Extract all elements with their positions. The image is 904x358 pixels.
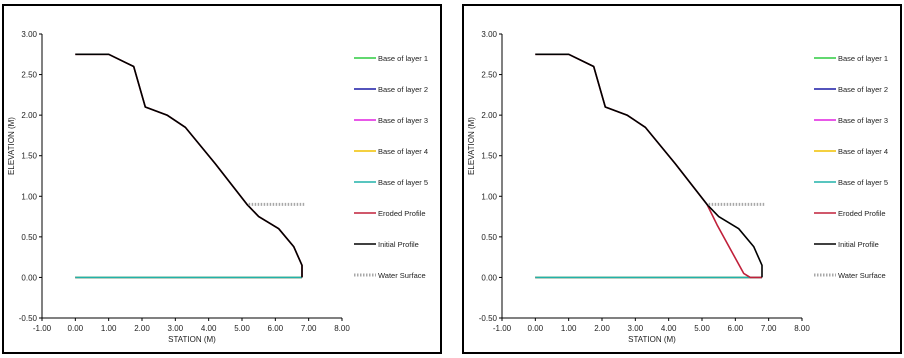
x-tick-label: 6.00 (728, 324, 744, 333)
y-axis-title: ELEVATION (M) (7, 117, 16, 175)
x-tick-label: 1.00 (101, 324, 117, 333)
legend-label: Base of layer 2 (838, 85, 888, 94)
y-tick-label: 2.00 (481, 111, 497, 120)
legend-label: Base of layer 4 (378, 147, 428, 156)
x-tick-label: -1.00 (493, 324, 512, 333)
y-axis-title: ELEVATION (M) (467, 117, 476, 175)
x-tick-label: 2.00 (134, 324, 150, 333)
y-tick-label: 0.00 (21, 273, 37, 282)
legend-label: Water Surface (378, 271, 426, 280)
chart-panel-left: 3.00 2.50 2.00 1.50 1.00 0.50 0.00 -0.50 -1.00 0.… (2, 4, 442, 354)
x-tick-label: 0.00 (528, 324, 544, 333)
legend-label: Eroded Profile (378, 209, 426, 218)
chart-panel-right: 3.00 2.50 2.00 1.50 1.00 0.50 0.00 -0.50 -1.00 0.… (462, 4, 902, 354)
x-tick-label: 5.00 (234, 324, 250, 333)
x-tick-label: 7.00 (761, 324, 777, 333)
legend-label: Eroded Profile (838, 209, 886, 218)
y-tick-label: -0.50 (479, 314, 498, 323)
y-tick-label: 2.50 (21, 71, 37, 80)
legend-label: Base of layer 2 (378, 85, 428, 94)
legend-label: Base of layer 1 (378, 54, 428, 63)
x-tick-label: 0.00 (68, 324, 84, 333)
legend-label: Initial Profile (838, 240, 879, 249)
x-axis-title: STATION (M) (628, 335, 676, 344)
series-line-eroded-profile (75, 53, 303, 278)
legend-label: Base of layer 4 (838, 147, 888, 156)
x-tick-label: 3.00 (628, 324, 644, 333)
y-tick-label: 3.00 (481, 30, 497, 39)
y-tick-label: 0.00 (481, 273, 497, 282)
legend-label: Base of layer 5 (378, 178, 428, 187)
x-tick-label: 2.00 (594, 324, 610, 333)
y-tick-label: 3.00 (21, 30, 37, 39)
y-tick-label: 2.50 (481, 71, 497, 80)
x-tick-label: 1.00 (561, 324, 577, 333)
profile-chart-left: 3.00 2.50 2.00 1.50 1.00 0.50 0.00 -0.50-1.00 0.… (7, 30, 428, 344)
legend-label: Base of layer 5 (838, 178, 888, 187)
x-tick-label: 4.00 (661, 324, 677, 333)
series-line-eroded-profile (535, 53, 762, 279)
y-tick-label: -0.50 (19, 314, 38, 323)
y-tick-label: 2.00 (21, 111, 37, 120)
legend-label: Water Surface (838, 271, 886, 280)
legend-label: Initial Profile (378, 240, 419, 249)
y-tick-label: 1.00 (21, 192, 37, 201)
series-line-initial-profile (75, 53, 303, 278)
x-tick-label: 5.00 (694, 324, 710, 333)
x-tick-label: 8.00 (794, 324, 810, 333)
profile-chart-right: 3.00 2.50 2.00 1.50 1.00 0.50 0.00 -0.50-1.00 0.… (467, 30, 888, 344)
y-tick-label: 0.50 (481, 233, 497, 242)
x-tick-label: 7.00 (301, 324, 317, 333)
y-tick-label: 1.50 (481, 152, 497, 161)
x-tick-label: 3.00 (168, 324, 184, 333)
legend-label: Base of layer 3 (378, 116, 428, 125)
series-line-initial-profile (535, 53, 763, 278)
x-tick-label: 8.00 (334, 324, 350, 333)
legend-label: Base of layer 3 (838, 116, 888, 125)
y-tick-label: 1.50 (21, 152, 37, 161)
legend-label: Base of layer 1 (838, 54, 888, 63)
y-tick-label: 0.50 (21, 233, 37, 242)
x-tick-label: 6.00 (268, 324, 284, 333)
x-tick-label: 4.00 (201, 324, 217, 333)
x-axis-title: STATION (M) (168, 335, 216, 344)
x-tick-label: -1.00 (33, 324, 52, 333)
y-tick-label: 1.00 (481, 192, 497, 201)
